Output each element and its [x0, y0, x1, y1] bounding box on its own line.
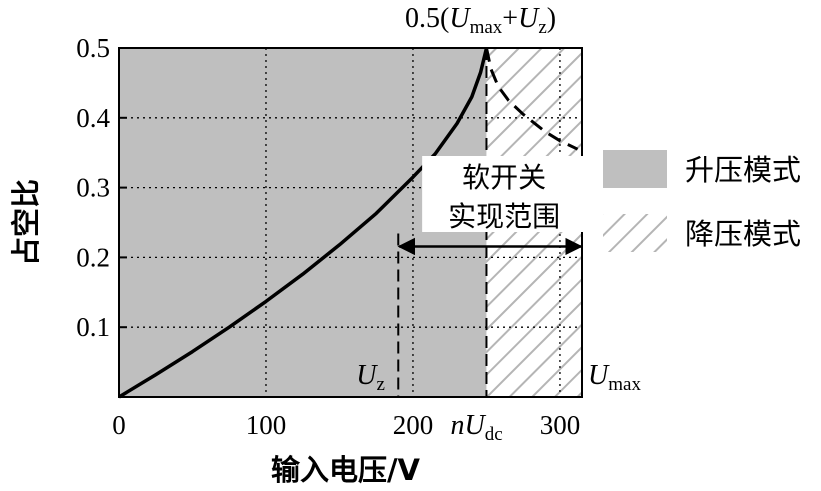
- x-axis-title: 输入电压/V: [271, 453, 421, 487]
- x-tick-label: 0: [112, 410, 126, 440]
- umax-label-sub: max: [608, 374, 641, 395]
- nudc-label-sub: dc: [485, 424, 503, 445]
- top-annotation: 0.5(Umax+Uz): [405, 3, 556, 38]
- nudc-label: nUdc: [450, 410, 502, 445]
- top-annotation-prefix: 0.5(: [405, 3, 449, 34]
- x-tick-label: 200: [393, 410, 434, 440]
- y-axis-title: 占空比: [9, 179, 43, 266]
- legend-buck-label: 降压模式: [685, 217, 801, 251]
- x-tick-label: 300: [540, 410, 581, 440]
- y-tick-label: 0.1: [76, 312, 110, 342]
- series-layer: [118, 47, 579, 399]
- y-tick-label: 0.2: [76, 242, 110, 272]
- top-annotation-sub1: max: [470, 17, 503, 38]
- uz-label-sub: z: [377, 374, 385, 395]
- range-label-line2: 实现范围: [448, 200, 560, 233]
- nudc-label-main: U: [464, 410, 486, 441]
- uz-label: Uz: [356, 360, 385, 395]
- boost-duty-curve: [118, 47, 489, 399]
- range-label-bg: [422, 156, 587, 232]
- y-tick-label: 0.5: [76, 33, 110, 63]
- top-annotation-sub2: z: [538, 17, 546, 38]
- umax-label-main: U: [588, 360, 610, 391]
- nudc-label-pre: n: [450, 410, 464, 441]
- top-annotation-plus: +: [502, 3, 518, 34]
- top-annotation-suffix: ): [547, 3, 556, 34]
- buck-duty-curve: [485, 47, 579, 151]
- x-tick-label: 100: [246, 410, 287, 440]
- ticks: 0 100 200 300 0.1 0.2 0.3 0.4 0.5: [76, 33, 580, 440]
- top-annotation-u2: U: [518, 3, 540, 34]
- top-annotation-u1: U: [449, 3, 471, 34]
- range-label-line1: 软开关: [462, 161, 546, 194]
- legend-buck-swatch: [603, 214, 667, 252]
- umax-label: Umax: [588, 360, 641, 395]
- y-tick-label: 0.4: [76, 103, 110, 133]
- legend-boost-swatch: [603, 150, 667, 188]
- legend-boost-label: 升压模式: [685, 153, 801, 187]
- y-tick-label: 0.3: [76, 173, 110, 203]
- uz-label-main: U: [356, 360, 378, 391]
